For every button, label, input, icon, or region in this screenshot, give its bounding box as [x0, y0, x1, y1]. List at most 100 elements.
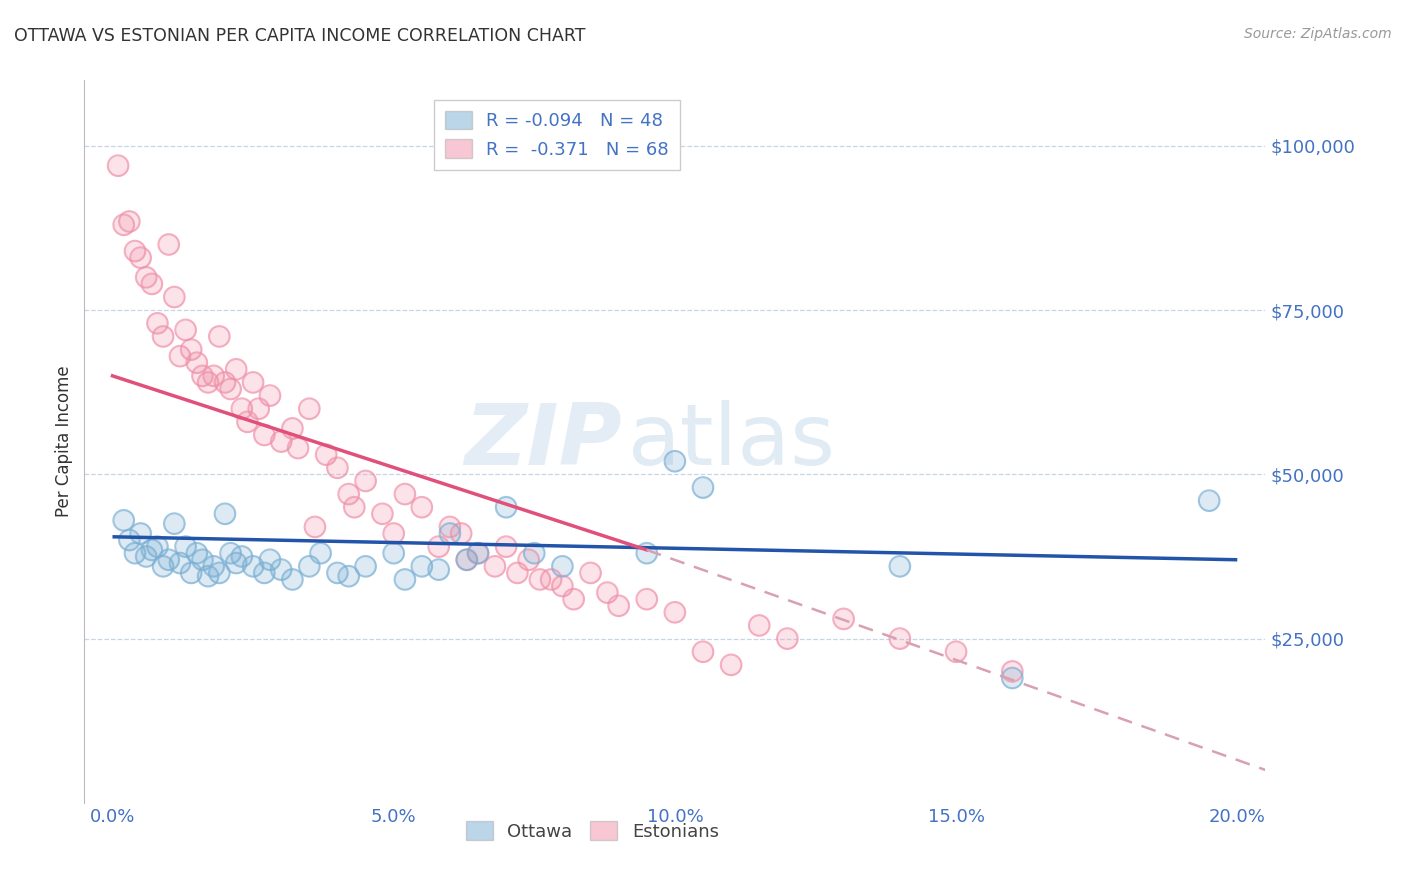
- Point: [186, 546, 208, 560]
- Point: [517, 553, 540, 567]
- Point: [174, 323, 197, 337]
- Point: [304, 520, 326, 534]
- Point: [467, 546, 489, 560]
- Point: [529, 573, 551, 587]
- Point: [945, 645, 967, 659]
- Point: [253, 566, 276, 580]
- Point: [242, 376, 264, 390]
- Text: OTTAWA VS ESTONIAN PER CAPITA INCOME CORRELATION CHART: OTTAWA VS ESTONIAN PER CAPITA INCOME COR…: [14, 27, 585, 45]
- Point: [748, 618, 770, 632]
- Point: [439, 520, 461, 534]
- Point: [219, 382, 242, 396]
- Point: [337, 487, 360, 501]
- Point: [551, 559, 574, 574]
- Point: [551, 579, 574, 593]
- Point: [270, 563, 292, 577]
- Point: [517, 553, 540, 567]
- Point: [124, 244, 146, 258]
- Point: [129, 526, 152, 541]
- Point: [337, 569, 360, 583]
- Point: [270, 563, 292, 577]
- Point: [157, 237, 180, 252]
- Point: [202, 368, 225, 383]
- Point: [281, 421, 304, 435]
- Point: [354, 474, 377, 488]
- Point: [157, 553, 180, 567]
- Point: [191, 553, 214, 567]
- Point: [354, 559, 377, 574]
- Point: [259, 553, 281, 567]
- Point: [174, 323, 197, 337]
- Point: [152, 559, 174, 574]
- Point: [174, 540, 197, 554]
- Point: [607, 599, 630, 613]
- Point: [692, 481, 714, 495]
- Point: [202, 559, 225, 574]
- Point: [259, 388, 281, 402]
- Point: [202, 368, 225, 383]
- Point: [214, 376, 236, 390]
- Point: [298, 559, 321, 574]
- Point: [427, 540, 450, 554]
- Point: [371, 507, 394, 521]
- Point: [197, 569, 219, 583]
- Point: [1001, 671, 1024, 685]
- Point: [439, 520, 461, 534]
- Point: [219, 546, 242, 560]
- Point: [889, 559, 911, 574]
- Point: [337, 569, 360, 583]
- Point: [636, 546, 658, 560]
- Point: [523, 546, 546, 560]
- Point: [129, 251, 152, 265]
- Point: [124, 546, 146, 560]
- Point: [163, 290, 186, 304]
- Point: [343, 500, 366, 515]
- Point: [135, 270, 157, 285]
- Point: [551, 579, 574, 593]
- Point: [219, 382, 242, 396]
- Point: [1198, 493, 1220, 508]
- Point: [112, 218, 135, 232]
- Point: [112, 513, 135, 527]
- Point: [692, 645, 714, 659]
- Point: [484, 559, 506, 574]
- Point: [636, 592, 658, 607]
- Point: [427, 540, 450, 554]
- Text: atlas: atlas: [627, 400, 835, 483]
- Point: [467, 546, 489, 560]
- Point: [146, 540, 169, 554]
- Point: [411, 500, 433, 515]
- Point: [394, 487, 416, 501]
- Point: [197, 376, 219, 390]
- Point: [107, 159, 129, 173]
- Point: [450, 526, 472, 541]
- Point: [259, 553, 281, 567]
- Point: [231, 549, 253, 564]
- Point: [664, 605, 686, 619]
- Point: [180, 343, 202, 357]
- Point: [225, 362, 247, 376]
- Point: [495, 540, 517, 554]
- Point: [692, 481, 714, 495]
- Point: [354, 559, 377, 574]
- Point: [664, 605, 686, 619]
- Point: [720, 657, 742, 672]
- Point: [247, 401, 270, 416]
- Point: [197, 569, 219, 583]
- Point: [411, 500, 433, 515]
- Point: [225, 556, 247, 570]
- Point: [270, 434, 292, 449]
- Point: [163, 516, 186, 531]
- Point: [186, 546, 208, 560]
- Point: [146, 316, 169, 330]
- Point: [124, 244, 146, 258]
- Point: [253, 428, 276, 442]
- Point: [326, 566, 349, 580]
- Point: [169, 349, 191, 363]
- Point: [343, 500, 366, 515]
- Point: [596, 585, 619, 599]
- Point: [270, 434, 292, 449]
- Point: [157, 553, 180, 567]
- Point: [467, 546, 489, 560]
- Point: [141, 277, 163, 291]
